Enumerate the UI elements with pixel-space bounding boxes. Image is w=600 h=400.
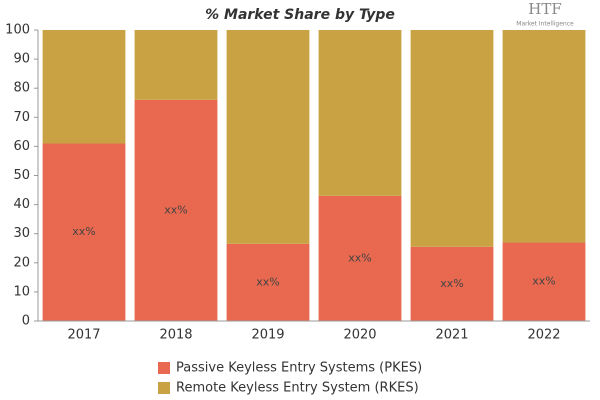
x-tick-label: 2021 bbox=[435, 328, 468, 343]
bar-segment bbox=[318, 30, 402, 196]
y-tick-label: 50 bbox=[13, 168, 30, 183]
bar-segment bbox=[42, 30, 126, 144]
bar-segment bbox=[226, 30, 310, 244]
y-tick-label: 30 bbox=[13, 226, 30, 241]
y-tick-label: 10 bbox=[13, 284, 30, 299]
bar-segment bbox=[410, 246, 494, 321]
bar-segment bbox=[226, 243, 310, 321]
legend-swatch bbox=[158, 382, 170, 394]
legend-swatch bbox=[158, 362, 170, 374]
y-tick-label: 0 bbox=[22, 314, 30, 329]
y-tick-label: 90 bbox=[13, 52, 30, 67]
logo-subtext: Market Intelligence bbox=[516, 21, 574, 28]
bar-segment bbox=[42, 143, 126, 321]
y-tick-label: 60 bbox=[13, 139, 30, 154]
bar-segment bbox=[134, 30, 218, 100]
value-label: xx% bbox=[256, 275, 279, 288]
y-tick-label: 100 bbox=[5, 23, 30, 38]
value-label: xx% bbox=[348, 251, 371, 264]
value-label: xx% bbox=[164, 203, 187, 216]
bar-segment bbox=[410, 30, 494, 247]
x-tick-label: 2019 bbox=[251, 328, 284, 343]
y-tick-label: 80 bbox=[13, 81, 30, 96]
bar-segment bbox=[134, 99, 218, 321]
x-tick-label: 2020 bbox=[343, 328, 376, 343]
logo-text: HTF bbox=[528, 0, 562, 18]
bar-segment bbox=[502, 242, 586, 321]
y-tick-label: 20 bbox=[13, 255, 30, 270]
y-tick-label: 70 bbox=[13, 110, 30, 125]
x-tick-label: 2018 bbox=[159, 328, 192, 343]
x-tick-label: 2022 bbox=[527, 328, 560, 343]
bar-segment bbox=[318, 195, 402, 321]
value-label: xx% bbox=[72, 225, 95, 238]
y-tick-label: 40 bbox=[13, 197, 30, 212]
bar-segment bbox=[502, 30, 586, 243]
value-label: xx% bbox=[532, 275, 555, 288]
legend-label: Remote Keyless Entry System (RKES) bbox=[176, 381, 419, 396]
value-label: xx% bbox=[440, 277, 463, 290]
x-tick-label: 2017 bbox=[67, 328, 100, 343]
chart-title: % Market Share by Type bbox=[205, 7, 395, 23]
legend-label: Passive Keyless Entry Systems (PKES) bbox=[176, 361, 422, 376]
